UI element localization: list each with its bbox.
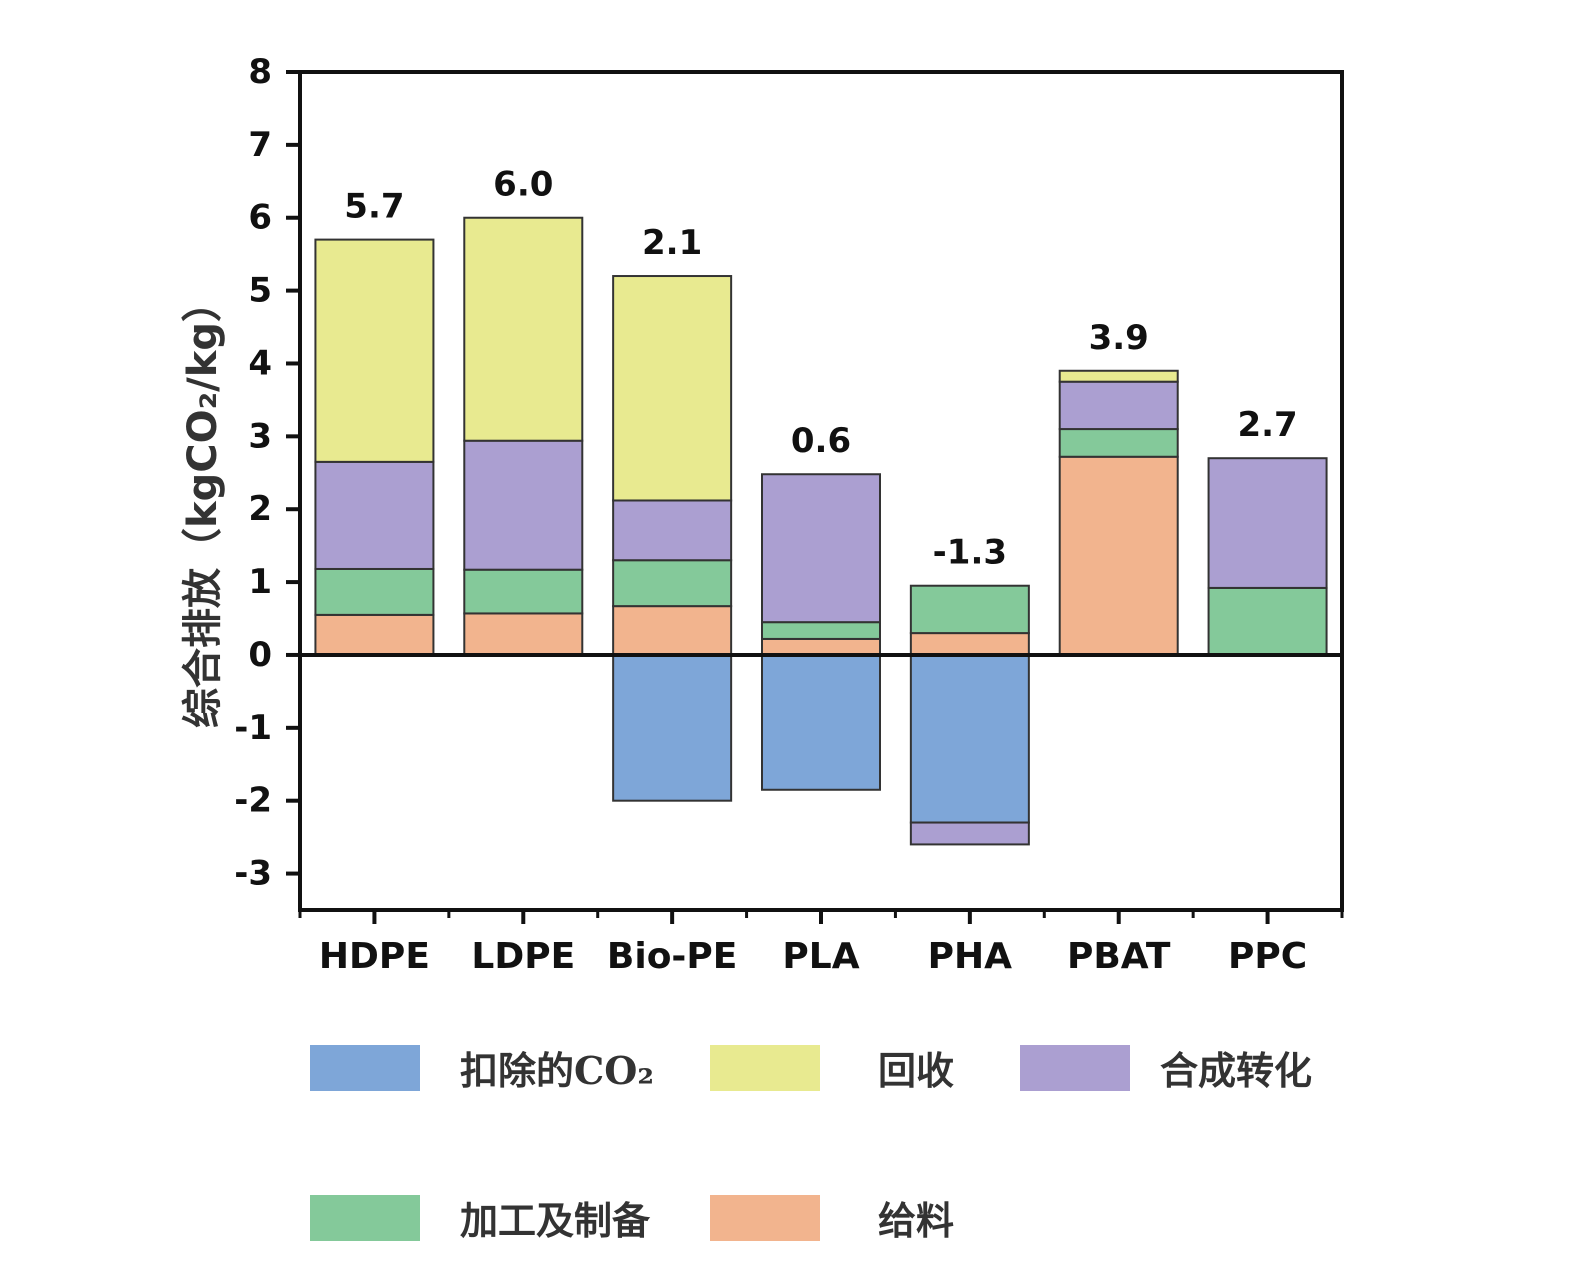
y-tick-label: -3 xyxy=(234,854,272,894)
legend-label-deducted-co2: 扣除的CO₂ xyxy=(460,1048,654,1093)
bar-ldpe-recycling xyxy=(463,216,584,442)
bar-bio-pe-processing xyxy=(612,559,733,608)
x-tick-label: PLA xyxy=(782,936,859,977)
bar-pbat-synthesis xyxy=(1058,380,1179,431)
x-tick-label: PPC xyxy=(1228,936,1307,977)
bar-hdpe-feedstock xyxy=(314,613,435,656)
bar-pbat-recycling xyxy=(1058,369,1179,383)
legend-label-recycling: 回收 xyxy=(878,1048,955,1093)
labels: HDPE 5.7 LDPE 6.0 Bio-PE 2.1 PLA 0.6 PHA -1.3 PBAT… xyxy=(234,52,1307,977)
x-tick-label: HDPE xyxy=(319,936,430,977)
bar-hdpe-synthesis xyxy=(314,460,435,570)
bar-ldpe-feedstock xyxy=(463,612,584,656)
legend-item-processing: 加工及制备 xyxy=(310,1190,650,1245)
y-tick-label: 7 xyxy=(248,125,272,165)
bar-pla-processing xyxy=(761,621,881,640)
y-tick-label: 3 xyxy=(248,416,272,456)
bar-pla-synthesis xyxy=(761,473,881,624)
bar-pha-synthesis xyxy=(909,821,1030,846)
total-label-pla: 0.6 xyxy=(791,421,851,461)
x-tick-label: PHA xyxy=(928,936,1013,977)
bar-pbat-feedstock xyxy=(1058,455,1179,656)
bar-ldpe-synthesis xyxy=(463,439,584,571)
bar-ppc-processing xyxy=(1207,586,1328,656)
total-label-pha: -1.3 xyxy=(933,533,1007,573)
y-tick-label: 6 xyxy=(248,198,272,238)
bar-bio-pe-deducted-co2 xyxy=(612,653,733,802)
y-tick-label: 8 xyxy=(248,52,272,92)
legend-swatch-recycling xyxy=(710,1044,820,1091)
bar-pla-deducted-co2 xyxy=(761,653,881,791)
legend-item-deducted-co2: 扣除的CO₂ xyxy=(310,1040,654,1095)
bar-hdpe-processing xyxy=(314,567,435,616)
total-label-ldpe: 6.0 xyxy=(493,165,553,205)
bar-ppc-synthesis xyxy=(1207,457,1328,589)
bar-ldpe-processing xyxy=(463,568,584,615)
x-tick-label: LDPE xyxy=(471,936,575,977)
bar-pla-feedstock xyxy=(761,637,881,656)
bar-bio-pe-recycling xyxy=(612,275,733,502)
y-tick-label: 0 xyxy=(248,635,272,675)
total-label-pbat: 3.9 xyxy=(1089,318,1149,358)
bars xyxy=(314,216,1328,846)
bar-hdpe-recycling xyxy=(314,238,435,463)
total-label-bio-pe: 2.1 xyxy=(642,223,702,263)
total-label-hdpe: 5.7 xyxy=(344,187,404,227)
bar-pha-deducted-co2 xyxy=(909,653,1030,824)
y-tick-label: 2 xyxy=(248,489,272,529)
legend-item-synthesis: 合成转化 xyxy=(1020,1040,1312,1095)
legend-label-processing: 加工及制备 xyxy=(460,1198,651,1243)
legend-swatch-processing xyxy=(310,1194,420,1241)
total-label-ppc: 2.7 xyxy=(1237,405,1297,445)
legend-label-feedstock: 给料 xyxy=(878,1198,955,1243)
bar-bio-pe-feedstock xyxy=(612,605,733,656)
legend-item-recycling: 回收 xyxy=(710,1040,954,1095)
x-tick-label: Bio-PE xyxy=(607,936,737,977)
y-tick-label: 1 xyxy=(248,562,272,602)
y-tick-label: 4 xyxy=(248,343,272,383)
bar-bio-pe-synthesis xyxy=(612,499,733,562)
bar-pbat-processing xyxy=(1058,428,1179,458)
y-axis-label: 综合排放（kgCO₂/kg） xyxy=(180,282,226,728)
legend-swatch-feedstock xyxy=(710,1194,820,1241)
bar-pha-processing xyxy=(909,584,1030,635)
bar-pha-feedstock xyxy=(909,632,1030,656)
legend-item-feedstock: 给料 xyxy=(710,1190,954,1245)
legend-swatch-synthesis xyxy=(1020,1044,1130,1091)
x-tick-label: PBAT xyxy=(1067,936,1171,977)
legend-swatch-deducted-co2 xyxy=(310,1044,420,1091)
y-tick-label: -2 xyxy=(234,781,272,821)
legend: 扣除的CO₂ 回收 合成转化 加工及制备 给料 xyxy=(300,1030,1380,1260)
y-tick-label: -1 xyxy=(234,708,272,748)
legend-label-synthesis: 合成转化 xyxy=(1160,1048,1313,1093)
y-tick-label: 5 xyxy=(248,271,272,311)
axes xyxy=(286,70,1344,924)
